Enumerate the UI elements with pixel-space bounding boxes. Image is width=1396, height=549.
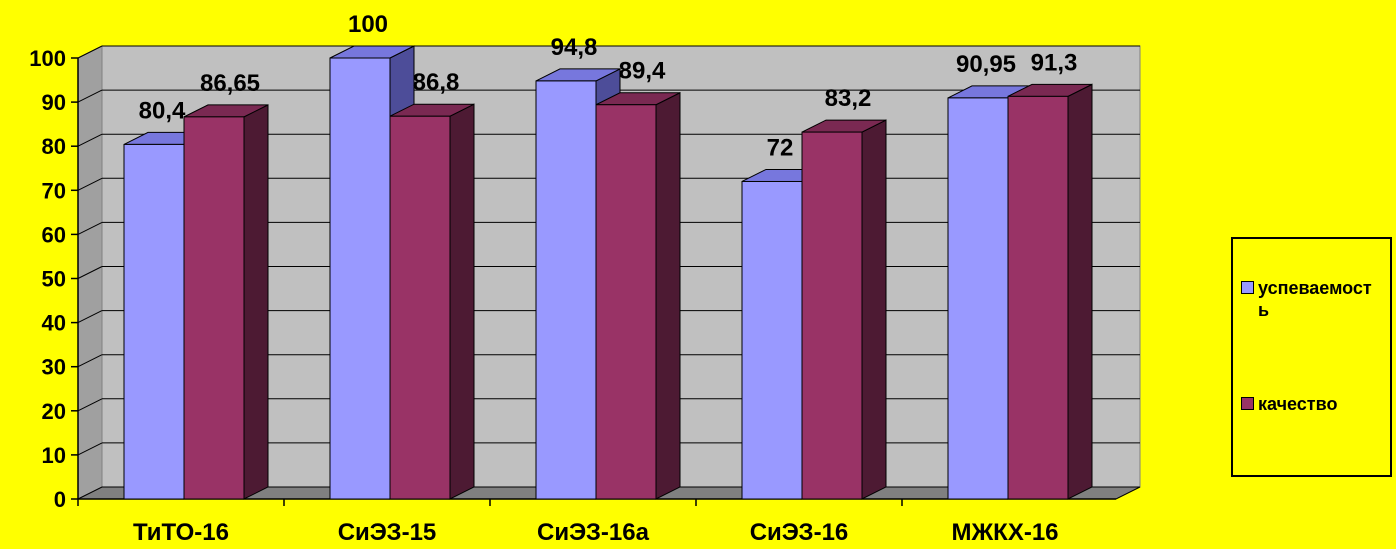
legend-swatch-series-2	[1241, 397, 1254, 410]
y-tick-labels: 0 10 20 30 40 50 60 70 80 90 100	[29, 46, 66, 512]
y-tick-label: 40	[42, 311, 66, 336]
bar-side	[1067, 83, 1093, 500]
bar-side	[655, 91, 681, 500]
y-tick-label: 60	[42, 222, 66, 247]
bar-front	[389, 115, 451, 500]
bars	[123, 45, 1093, 500]
legend-label-series-2: качество	[1258, 394, 1338, 414]
x-category-labels: ТиТО-16 СиЭЗ-15 СиЭЗ-16а СиЭЗ-16 МЖКХ-16	[133, 519, 1058, 546]
y-tick-label: 70	[42, 178, 66, 203]
gridline-diagonal	[77, 310, 103, 324]
data-label-series-2: 91,3	[1031, 49, 1078, 76]
bar-series-2	[183, 104, 269, 500]
bar-front	[183, 116, 245, 500]
data-label-series-2: 89,4	[619, 58, 666, 85]
gridline-diagonal	[77, 89, 103, 103]
x-category-label: СиЭЗ-16	[750, 519, 849, 546]
data-label-series-2: 86,8	[413, 69, 460, 96]
y-tick-label: 80	[42, 134, 66, 159]
x-category-label: СиЭЗ-16а	[537, 519, 650, 546]
legend-swatch-series-1	[1241, 281, 1254, 294]
bar-side	[243, 104, 269, 500]
gridline-diagonal	[77, 398, 103, 412]
bar-front	[123, 143, 185, 500]
y-tick-label: 10	[42, 443, 66, 468]
gridline-diagonal	[77, 354, 103, 368]
gridline-diagonal	[77, 221, 103, 235]
bar-series-2	[1007, 83, 1093, 500]
data-label-series-1: 94,8	[551, 34, 598, 61]
x-category-label: ТиТО-16	[133, 519, 229, 546]
bar-front	[801, 131, 863, 500]
bar-series-2	[801, 119, 887, 500]
gridline-diagonal	[77, 133, 103, 147]
bar-side	[861, 119, 887, 500]
data-labels: 80,4 86,65 100 86,8 94,8 89,4 72 83,2 90,95 91,3	[139, 11, 1078, 161]
bar-front	[329, 57, 391, 500]
bar-front	[741, 180, 803, 500]
bar-front	[535, 80, 597, 500]
bar-front	[1007, 95, 1069, 500]
data-label-series-1: 90,95	[956, 51, 1016, 78]
gridline-diagonal	[77, 442, 103, 456]
data-label-series-2: 83,2	[825, 85, 872, 112]
data-label-series-1: 80,4	[139, 97, 186, 124]
y-tick-label: 30	[42, 355, 66, 380]
data-label-series-1: 100	[348, 11, 388, 38]
legend-item-series-2: качество	[1241, 393, 1378, 415]
data-label-series-2: 86,65	[200, 70, 260, 97]
y-tick-label: 100	[29, 46, 66, 71]
x-category-label: СиЭЗ-15	[338, 519, 437, 546]
bar-front	[947, 97, 1009, 500]
y-tick-label: 50	[42, 267, 66, 292]
y-tick-label: 90	[42, 90, 66, 115]
y-tick-label: 20	[42, 399, 66, 424]
y-tick-label: 0	[54, 487, 66, 512]
gridline-diagonal	[77, 45, 103, 59]
gridline-diagonal	[77, 177, 103, 191]
gridline-diagonal	[77, 266, 103, 279]
legend-item-series-1: успеваемость	[1241, 277, 1378, 321]
bar-front	[595, 104, 657, 500]
legend: успеваемость качество	[1231, 237, 1392, 477]
bar-series-2	[595, 91, 681, 500]
bar-series-2	[389, 103, 475, 500]
bar-side	[449, 103, 475, 500]
x-category-label: МЖКХ-16	[951, 519, 1058, 546]
legend-label-series-1: успеваемость	[1258, 278, 1372, 320]
data-label-series-1: 72	[767, 134, 794, 161]
